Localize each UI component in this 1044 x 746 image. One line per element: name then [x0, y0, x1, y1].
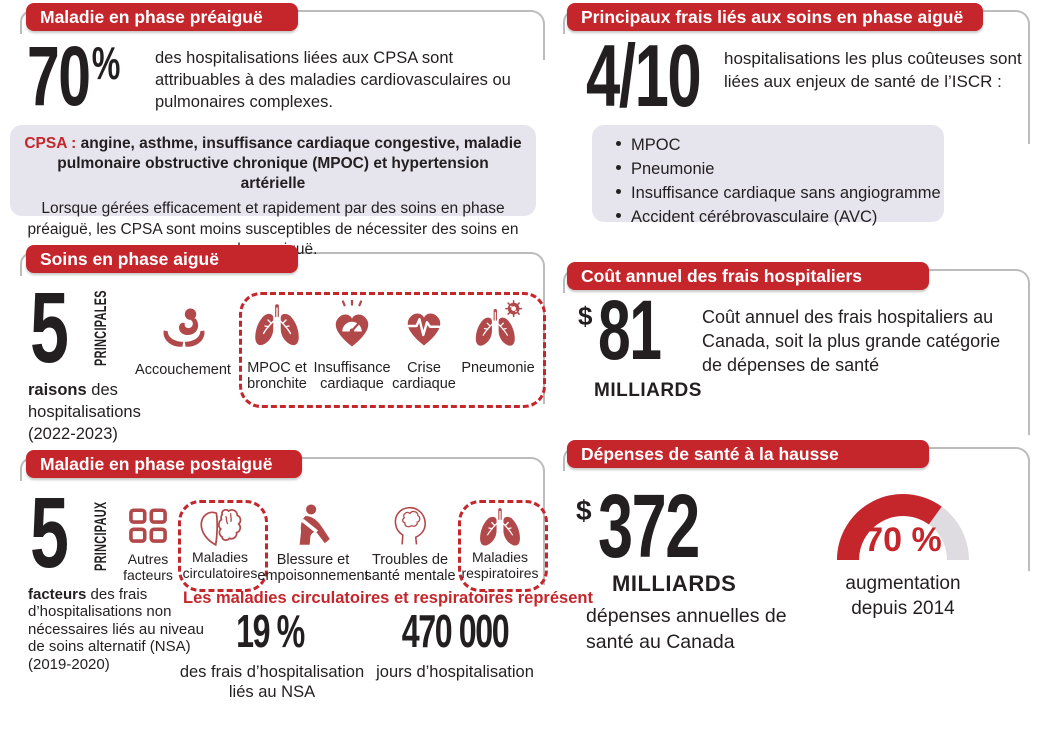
annual-cost-stat: 81 [598, 283, 687, 377]
postacute-sub-rest: des frais d’hospitalisations non nécessa… [28, 586, 204, 673]
section-header-rising: Dépenses de santé à la hausse [567, 440, 929, 468]
section-title: Dépenses de santé à la hausse [581, 444, 839, 464]
icon-label: Insuffisance cardiaque [313, 360, 391, 393]
cpsa-definition-text: angine, asthme, insuffisance cardiaque c… [57, 135, 522, 193]
grid-squares-icon [129, 508, 167, 543]
icon-label: Pneumonie [461, 360, 535, 376]
preacute-stat: 70% [27, 34, 158, 118]
icon-label: Maladies respiratoires [461, 549, 539, 581]
section-header-acute-care: Soins en phase aiguë [26, 245, 298, 273]
bullet-item: Pneumonie [616, 157, 944, 181]
bullet-item: MPOC [616, 133, 944, 157]
respiratory-dashed-box [458, 500, 548, 592]
section-header-acute-costs: Principaux frais liés aux soins en phase… [567, 3, 983, 31]
section-title: Maladie en phase préaiguë [40, 7, 263, 27]
icon-label: Maladies circulatoires [182, 549, 258, 581]
lungs-icon [254, 303, 300, 346]
acute-sub-rest: des hospitalisations (2022-2023) [28, 381, 141, 443]
rising-caption: dépenses annuelles de santé au Canada [586, 605, 787, 653]
count-value: 5 [30, 477, 69, 589]
preacute-text: des hospitalisations liées aux CPSA sont… [155, 49, 511, 111]
circulatory-dashed-box [178, 500, 268, 592]
stat-value: 372 [598, 477, 700, 577]
annual-cost-text: Coût annuel des frais hospitaliers au Ca… [702, 307, 1001, 375]
acute-sub-text: raisons des hospitalisations (2022-2023) [28, 380, 176, 446]
bullet-text: Pneumonie [631, 160, 715, 178]
icon-label: Autres facteurs [123, 551, 173, 583]
heart-gauge-icon [335, 300, 369, 347]
icon-label: Accouchement [135, 362, 231, 378]
acute-costs-stat: 4/10 [586, 26, 749, 125]
postacute-highlight: Les maladies circulatoires et respiratoi… [183, 589, 593, 607]
lungs-solid-icon [479, 507, 521, 547]
gauge-arc-value [837, 494, 942, 561]
cpsa-note-panel: CPSA : angine, asthme, insuffisance card… [10, 125, 536, 258]
icon-label: Crise cardiaque [392, 360, 456, 393]
cpsa-definition: CPSA : angine, asthme, insuffisance card… [10, 125, 536, 194]
acute-dashed-group [239, 292, 546, 408]
acute-count: 5 [30, 272, 84, 384]
acute-sub-bold: raisons [28, 381, 87, 399]
gauge-value-label: 70 % [864, 521, 942, 559]
stat-value: 70 [27, 29, 91, 123]
acute-count-label: PRINCIPALES [91, 290, 110, 366]
bullet-text: MPOC [631, 136, 681, 154]
rising-unit: MILLIARDS [612, 571, 737, 596]
hospital-days-stat: 470 000 [375, 605, 535, 657]
count-value: 5 [30, 272, 69, 384]
stat-unit: % [91, 37, 121, 89]
icon-label: Troubles de santé mentale [364, 552, 456, 585]
postacute-count: 5 [30, 477, 84, 589]
currency-symbol: $ [578, 301, 593, 331]
section-title: Maladie en phase postaiguë [40, 454, 273, 474]
childbirth-icon [163, 308, 205, 347]
injury-sling-icon [299, 504, 330, 545]
icon-label: MPOC et bronchite [247, 360, 307, 393]
hospital-days-caption: jours d’hospitalisation [376, 663, 534, 681]
stat-value: 470 000 [401, 605, 510, 657]
postacute-count-label: PRINCIPAUX [91, 501, 110, 572]
icon-label: Blessure et empoisonnement [257, 552, 369, 585]
section-header-postacute: Maladie en phase postaiguë [26, 450, 302, 478]
section-title: Principaux frais liés aux soins en phase… [581, 7, 964, 27]
stat-value: 19 % [236, 605, 305, 657]
lungs-virus-icon [475, 300, 523, 347]
heart-brain-icon [200, 509, 242, 547]
bullet-dot [616, 165, 621, 170]
postacute-sub-text: facteurs des frais d’hospitalisations no… [28, 586, 206, 673]
cpsa-prefix: CPSA : [24, 135, 77, 152]
bullet-text: Insuffisance cardiaque sans angiogramme [631, 184, 941, 202]
bullet-dot [616, 141, 621, 146]
section-header-preacute: Maladie en phase préaiguë [26, 3, 298, 31]
currency-symbol: $ [576, 495, 592, 526]
bullet-dot [616, 189, 621, 194]
bullet-text: Accident cérébrovasculaire (AVC) [631, 208, 878, 226]
nsa-percent-caption: des frais d’hospitalisation liés au NSA [179, 663, 365, 701]
section-title: Coût annuel des frais hospitaliers [581, 266, 863, 286]
postacute-sub-bold: facteurs [28, 586, 87, 603]
gauge-chart [837, 494, 969, 561]
mental-health-icon [394, 506, 426, 545]
cpsa-note-text: Lorsque gérées efficacement et rapidemen… [27, 200, 519, 257]
section-header-annual-cost: Coût annuel des frais hospitaliers [567, 262, 929, 290]
stat-value: 4/10 [586, 26, 702, 125]
acute-costs-panel: MPOC Pneumonie Insuffisance cardiaque sa… [592, 125, 944, 226]
bullet-dot [616, 213, 621, 218]
stat-value: 81 [598, 283, 662, 377]
rising-stat: 372 [598, 477, 742, 577]
bullet-item: Accident cérébrovasculaire (AVC) [616, 205, 944, 229]
annual-cost-unit: MILLIARDS [594, 380, 702, 401]
nsa-percent-stat: 19 % [195, 605, 345, 657]
bullet-item: Insuffisance cardiaque sans angiogramme [616, 181, 944, 205]
acute-costs-text: hospitalisations les plus coûteuses sont… [724, 49, 1022, 91]
gauge-caption: augmentation depuis 2014 [845, 573, 961, 619]
heart-ecg-icon [407, 313, 441, 346]
section-title: Soins en phase aiguë [40, 249, 219, 269]
